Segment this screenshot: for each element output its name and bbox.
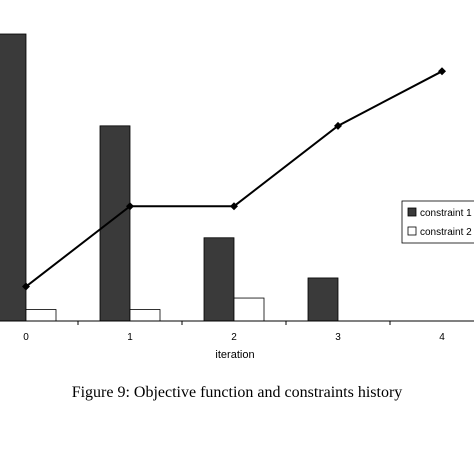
x-axis-title: iteration [215, 349, 254, 361]
bar-constraint-1-3 [307, 277, 339, 322]
x-tick-label-2: 2 [231, 332, 237, 343]
legend-label-constraint-1: constraint 1 [420, 208, 472, 219]
x-ticks [77, 321, 391, 325]
objective-line-layer [22, 67, 446, 291]
legend-swatch-constraint-2 [407, 226, 417, 236]
legend: constraint 1 constraint 2 [401, 200, 474, 244]
objective-point-0 [22, 282, 30, 291]
bar-constraint-2-0 [25, 309, 57, 322]
x-tick-label-4: 4 [439, 332, 445, 343]
objective-point-4 [438, 67, 446, 76]
bars-layer [0, 33, 339, 322]
x-tick-label-0: 0 [23, 332, 29, 343]
objective-point-2 [230, 202, 238, 211]
bar-constraint-2-2 [233, 297, 265, 322]
x-tick-label-1: 1 [127, 332, 133, 343]
bar-constraint-2-1 [129, 309, 161, 322]
bar-constraint-1-2 [203, 237, 235, 322]
legend-label-constraint-2: constraint 2 [420, 227, 472, 238]
objective-point-1 [126, 202, 134, 211]
x-tick-labels: 0 1 2 3 4 [23, 332, 445, 343]
figure-caption: Figure 9: Objective function and constra… [71, 384, 403, 401]
bar-constraint-1-0 [0, 33, 27, 322]
x-tick-label-3: 3 [335, 332, 341, 343]
legend-swatch-constraint-1 [407, 207, 417, 217]
objective-point-3 [334, 121, 342, 130]
bar-constraint-1-1 [99, 125, 131, 322]
